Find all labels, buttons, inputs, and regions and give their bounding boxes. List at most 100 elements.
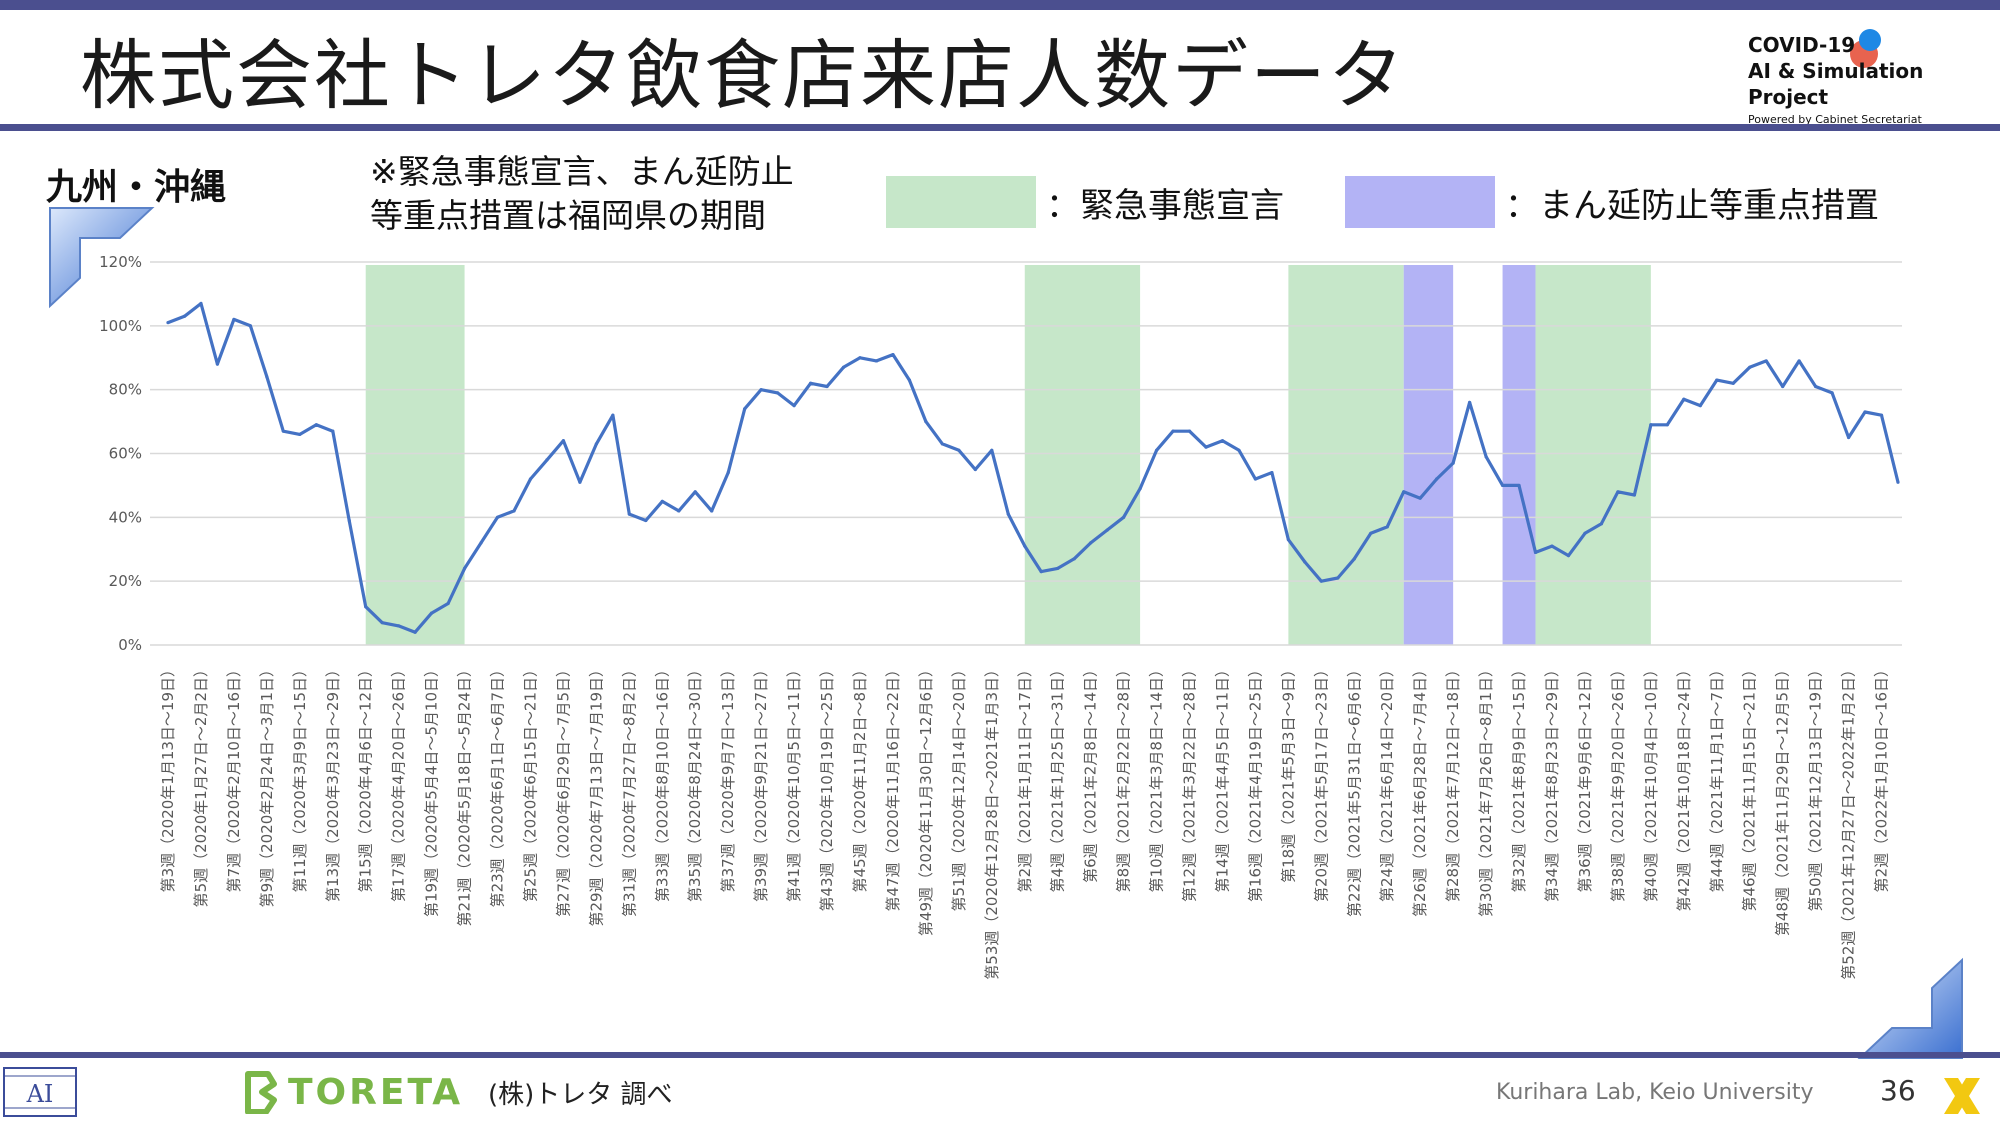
data-point: [248, 324, 252, 328]
data-point: [1402, 490, 1406, 494]
data-point: [940, 442, 944, 446]
x-tick-label: 第35週（2020年8月24日～30日）: [686, 662, 704, 902]
data-point: [1253, 477, 1258, 481]
x-tick-label: 第25週（2020年6月15日～21日）: [521, 662, 539, 902]
x-tick-label: 第11週（2020年3月9日～15日）: [291, 662, 309, 892]
data-point: [1781, 384, 1785, 389]
x-tick-label: 第40週（2021年10月4日～10日）: [1642, 662, 1660, 902]
data-point: [759, 388, 763, 392]
data-point: [825, 384, 829, 389]
data-point: [611, 413, 615, 417]
data-point: [874, 359, 879, 363]
data-point: [232, 317, 236, 322]
data-point: [1369, 531, 1373, 535]
data-point: [1830, 391, 1834, 395]
data-point: [973, 467, 977, 472]
y-axis-ticks: 0% 20% 40% 60% 80% 100% 120%: [99, 253, 142, 654]
data-point: [347, 518, 351, 523]
data-point: [644, 518, 648, 523]
x-tick-label: 第34週（2021年8月23日～29日）: [1543, 662, 1561, 902]
x-axis-ticks: 第3週（2020年1月13日～19日） 第5週（2020年1月27日～2月2日） 第…: [159, 662, 1891, 980]
x-tick-label: 第39週（2020年9月21日～27日）: [752, 662, 770, 902]
data-point: [1879, 413, 1884, 417]
data-point: [1056, 566, 1060, 571]
x-tick-label: 第42週（2021年10月18日～24日）: [1675, 662, 1693, 912]
data-point: [1748, 365, 1752, 369]
data-point: [627, 512, 631, 516]
header-divider: [0, 124, 2000, 131]
x-tick-label: 第27週（2020年6月29日～7月5日）: [554, 662, 572, 917]
data-point: [1566, 554, 1571, 558]
data-point: [1319, 579, 1323, 583]
y-tick-label: 120%: [99, 253, 142, 271]
data-point: [1731, 381, 1735, 385]
x-tick-label: 第16週（2021年4月19日～25日）: [1246, 662, 1264, 902]
x-tick-label: 第28週（2021年7月12日～18日）: [1444, 662, 1462, 902]
top-accent-bar: [0, 0, 2000, 10]
x-tick-label: 第26週（2021年6月28日～7月4日）: [1411, 662, 1429, 917]
data-point: [1336, 576, 1340, 580]
chart-gridlines: [150, 261, 1902, 646]
data-point: [430, 611, 434, 615]
data-point: [1303, 560, 1307, 564]
data-point: [413, 630, 417, 634]
data-point: [1500, 483, 1505, 488]
x-tick-label: 第12週（2021年3月22日～28日）: [1181, 662, 1199, 902]
data-point: [1468, 400, 1472, 405]
x-tick-label: 第33週（2020年8月10日～16日）: [653, 662, 671, 902]
x-tick-label: 第30週（2021年7月26日～8月1日）: [1477, 662, 1495, 917]
data-point: [1517, 483, 1521, 488]
covid-logo-line1: COVID-19: [1748, 33, 1856, 57]
data-point: [364, 605, 368, 609]
data-point: [1715, 378, 1719, 382]
data-point: [594, 442, 598, 446]
y-tick-label: 20%: [109, 572, 142, 590]
x-tick-label: 第52週（2021年12月27日～2022年1月2日）: [1840, 662, 1858, 980]
band-emergency-5: [1535, 265, 1651, 645]
data-point: [1187, 429, 1192, 433]
x-tick-label: 第41週（2020年10月5日～11日）: [785, 662, 803, 902]
data-point: [479, 541, 483, 545]
x-tick-label: 第38週（2021年9月20日～26日）: [1609, 662, 1627, 902]
band-emergency-1: [1024, 265, 1141, 645]
x-tick-label: 第32週（2021年8月9日～15日）: [1510, 662, 1528, 892]
data-point: [1698, 404, 1702, 408]
legend-label-priority: ：まん延防止等重点措置: [1505, 186, 1879, 226]
data-point: [891, 352, 895, 357]
y-tick-label: 80%: [109, 381, 142, 399]
data-point: [1863, 410, 1867, 414]
period-note: ※緊急事態宣言、まん延防止 等重点措置は福岡県の期間: [370, 150, 794, 238]
x-tick-label: 第48週（2021年11月29日～12月5日）: [1774, 662, 1792, 936]
legend-label-emergency: ：緊急事態宣言: [1046, 186, 1284, 226]
data-point: [1550, 544, 1554, 548]
x-tick-label: 第49週（2020年11月30日～12月6日）: [917, 662, 935, 936]
data-point: [1451, 461, 1455, 465]
data-source: (株)トレタ 調べ: [488, 1080, 673, 1110]
data-point: [1896, 480, 1900, 484]
data-point: [1286, 538, 1290, 542]
x-tick-label: 第3週（2020年1月13日～19日）: [159, 662, 177, 892]
band-priority-3: [1403, 265, 1454, 645]
x-tick-label: 第45週（2020年11月2日～8日）: [851, 662, 869, 892]
data-point: [545, 458, 549, 462]
data-point: [1599, 522, 1604, 526]
corner-bracket-top-left-icon: [49, 207, 155, 309]
x-tick-label: 第47週（2020年11月16日～22日）: [884, 662, 902, 912]
data-point: [808, 381, 813, 385]
data-point: [495, 515, 500, 519]
data-point: [1171, 429, 1175, 433]
data-point: [1352, 557, 1356, 561]
data-point: [1039, 569, 1043, 574]
data-point: [1154, 448, 1159, 452]
x-tick-label: 第19週（2020年5月4日～5月10日）: [423, 662, 441, 917]
data-point: [265, 375, 269, 379]
ai-lab-logo-icon: AI: [3, 1067, 77, 1117]
x-tick-label: 第44週（2021年11月1日～7日）: [1708, 662, 1726, 892]
data-point: [561, 439, 566, 443]
data-point: [397, 624, 401, 628]
x-tick-label: 第8週（2021年2月22日～28日）: [1115, 662, 1133, 892]
data-point: [710, 509, 714, 513]
data-point: [1270, 471, 1274, 475]
x-tick-label: 第10週（2021年3月8日～14日）: [1148, 662, 1166, 892]
